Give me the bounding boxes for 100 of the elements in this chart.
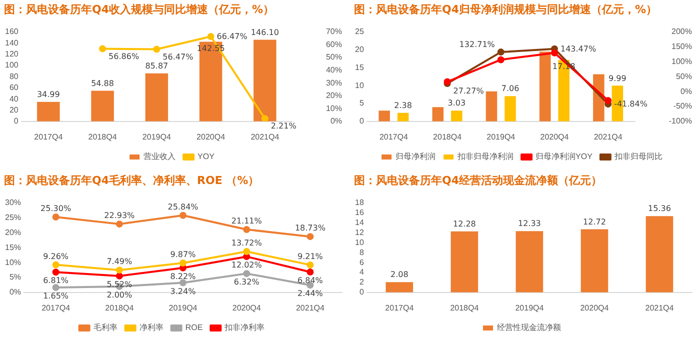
data-label: 54.88	[91, 78, 114, 88]
y-tick-label: 5	[359, 98, 364, 108]
legend-label: 归母净利润	[396, 152, 436, 162]
chart-title: 图：风电设备历年Q4归母净利润规模与同比增速（亿元，%）	[353, 2, 658, 18]
y2-tick-label: -50%	[673, 102, 692, 111]
y2-tick-label: 150%	[672, 42, 692, 52]
data-label: 66.47%	[216, 32, 248, 42]
data-label: 17.18	[552, 62, 576, 72]
y-tick-label: 40	[9, 94, 19, 104]
x-tick-label: 2018Q4	[450, 303, 480, 312]
x-tick-label: 2021Q4	[296, 303, 325, 312]
data-label: 56.47%	[162, 52, 194, 62]
data-label: 143.47%	[560, 44, 596, 54]
data-label: 8.22%	[170, 272, 196, 281]
data-label: 3.24%	[170, 286, 196, 296]
y-tick-label: 10	[354, 238, 364, 247]
y-tick-label: 0	[14, 116, 19, 126]
data-label: 25.84%	[168, 202, 199, 212]
legend-label: 经营性现金流净额	[497, 323, 561, 332]
chart-title: 图：风电设备历年Q4经营活动现金流净额（亿元）	[353, 173, 604, 189]
y2-tick-label: 40%	[326, 66, 342, 75]
data-label: 2.44%	[297, 289, 324, 298]
data-label: 9.21%	[297, 252, 324, 262]
x-tick-label: 2018Q4	[105, 303, 134, 312]
data-label: 6.32%	[234, 278, 260, 287]
data-label: 2.38	[394, 100, 412, 110]
x-tick-label: 2019Q4	[515, 303, 544, 312]
data-label: 132.71%	[459, 40, 496, 50]
x-tick-label: 2018Q4	[88, 132, 118, 142]
y2-tick-label: -100%	[668, 116, 692, 126]
x-tick-label: 2019Q4	[142, 132, 172, 142]
y2-tick-label: 0%	[680, 86, 692, 96]
y2-tick-label: 10%	[326, 104, 342, 113]
x-tick-label: 2017Q4	[34, 132, 64, 142]
y-tick-label: 0%	[9, 288, 22, 297]
x-tick-label: 2020Q4	[580, 303, 610, 312]
data-label: 34.99	[36, 90, 60, 99]
x-tick-label: 2017Q4	[379, 132, 408, 142]
data-label: 9.99	[608, 74, 626, 83]
y-tick-label: 100	[4, 60, 19, 70]
data-label: 7.06	[501, 84, 520, 94]
data-label: 12.72	[583, 217, 606, 226]
legend-label: 营业收入	[144, 152, 176, 162]
data-label: 7.49%	[106, 257, 133, 266]
y-tick-label: 5%	[9, 272, 22, 282]
y2-tick-label: 200%	[672, 27, 692, 36]
data-label: 9.26%	[43, 252, 69, 261]
data-label: 21.11%	[231, 216, 262, 226]
y-tick-label: 14	[354, 218, 364, 228]
data-label: 2.08	[390, 270, 408, 280]
y2-tick-label: 20%	[326, 91, 342, 100]
y-tick-label: 10%	[4, 258, 22, 267]
data-label: 12.33	[518, 219, 541, 228]
y-tick-label: 60	[9, 83, 19, 92]
y2-tick-label: 70%	[326, 27, 342, 36]
x-tick-label: 2020Q4	[196, 132, 226, 142]
data-label: 146.10	[250, 28, 279, 37]
y2-tick-label: 60%	[326, 40, 342, 49]
data-label: 85.87	[145, 62, 168, 70]
y2-tick-label: 50%	[676, 72, 692, 81]
y2-tick-label: 50%	[326, 52, 342, 62]
x-tick-label: 2021Q4	[250, 132, 280, 142]
y-tick-label: 80	[9, 72, 19, 81]
data-label: 12.28	[452, 219, 476, 228]
legend-label: 净利率	[139, 323, 164, 332]
x-tick-label: 2017Q4	[42, 303, 71, 312]
legend-label: 扣非归母净利润	[456, 152, 514, 162]
x-tick-label: 2020Q4	[232, 303, 262, 312]
y-tick-label: 8	[359, 248, 364, 257]
data-label: 13.72%	[231, 238, 262, 248]
x-tick-label: 2020Q4	[540, 132, 570, 142]
y2-tick-label: 100%	[672, 57, 692, 66]
chart-title: 图：风电设备历年Q4毛利率、净利率、ROE （%）	[3, 173, 260, 189]
y-tick-label: 20	[9, 105, 19, 114]
x-tick-label: 2018Q4	[433, 132, 462, 142]
data-label: 5.52%	[106, 280, 133, 290]
data-label: 6.84%	[297, 276, 324, 286]
y2-tick-label: 30%	[326, 78, 342, 88]
y-tick-label: 15%	[4, 242, 22, 252]
legend-label: 扣非归母同比	[613, 152, 662, 162]
y-tick-label: 0	[359, 116, 364, 126]
y-tick-label: 0	[359, 288, 364, 297]
y-tick-label: 140	[4, 38, 19, 48]
legend-label: 毛利率	[93, 323, 118, 332]
x-tick-label: 2021Q4	[645, 303, 674, 312]
data-label: 18.73%	[294, 224, 326, 233]
data-label: 12.02%	[231, 260, 262, 270]
legend-label: 扣非净利率	[224, 323, 265, 332]
y-tick-label: 18	[354, 198, 364, 208]
legend-label: ROE	[185, 323, 203, 332]
y-tick-label: 25	[354, 27, 364, 36]
legend-label: YOY	[198, 152, 216, 162]
x-tick-label: 2019Q4	[168, 303, 198, 312]
data-label: 22.93%	[104, 211, 136, 220]
y-tick-label: 10	[354, 80, 364, 90]
y-tick-label: 20	[354, 45, 364, 54]
y2-tick-label: 0%	[330, 116, 342, 126]
data-label: 27.27%	[453, 86, 484, 96]
data-label: 9.87%	[170, 250, 196, 260]
data-label: 25.30%	[40, 204, 72, 214]
